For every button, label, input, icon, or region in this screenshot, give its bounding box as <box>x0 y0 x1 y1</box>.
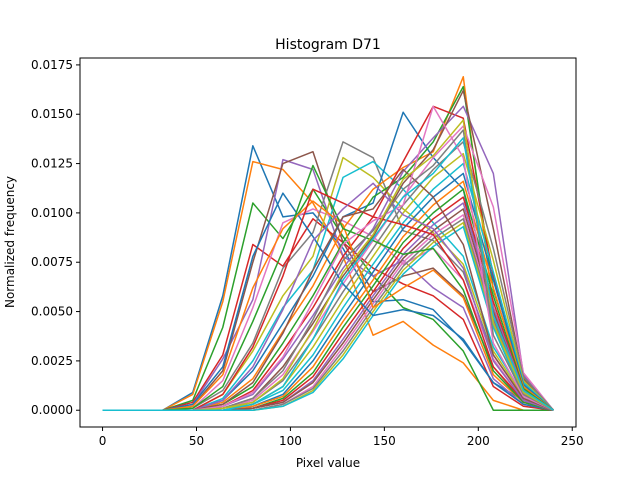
chart-title: Histogram D71 <box>275 37 381 53</box>
x-tick-label: 150 <box>373 434 396 448</box>
x-axis: 0 50 100 150 200 250 <box>99 427 584 448</box>
plot-frame <box>79 57 577 428</box>
y-tick-label: 0.0050 <box>31 305 73 319</box>
series-line-4 <box>102 218 554 411</box>
x-tick-label: 250 <box>561 434 584 448</box>
y-tick-label: 0.0100 <box>31 206 73 220</box>
series-layer <box>102 76 555 411</box>
y-tick-label: 0.0150 <box>31 107 73 121</box>
y-axis: 0.0000 0.0025 0.0050 0.0075 0.0100 0.0125 0.01… <box>31 58 80 417</box>
y-tick-label: 0.0025 <box>31 354 73 368</box>
y-tick-label: 0.0175 <box>31 58 73 72</box>
x-axis-label: Pixel value <box>296 456 360 470</box>
series-line-33 <box>102 164 554 411</box>
x-tick-label: 100 <box>279 434 302 448</box>
y-axis-label: Normalized frequency <box>3 176 17 308</box>
y-tick-label: 0.0000 <box>31 403 73 417</box>
series-line-32 <box>102 200 554 411</box>
x-tick-label: 0 <box>99 434 107 448</box>
x-tick-label: 200 <box>467 434 490 448</box>
x-tick-label: 50 <box>189 434 204 448</box>
series-line-40 <box>102 137 554 411</box>
y-tick-label: 0.0075 <box>31 255 73 269</box>
y-tick-label: 0.0125 <box>31 157 73 171</box>
series-line-31 <box>102 192 554 411</box>
